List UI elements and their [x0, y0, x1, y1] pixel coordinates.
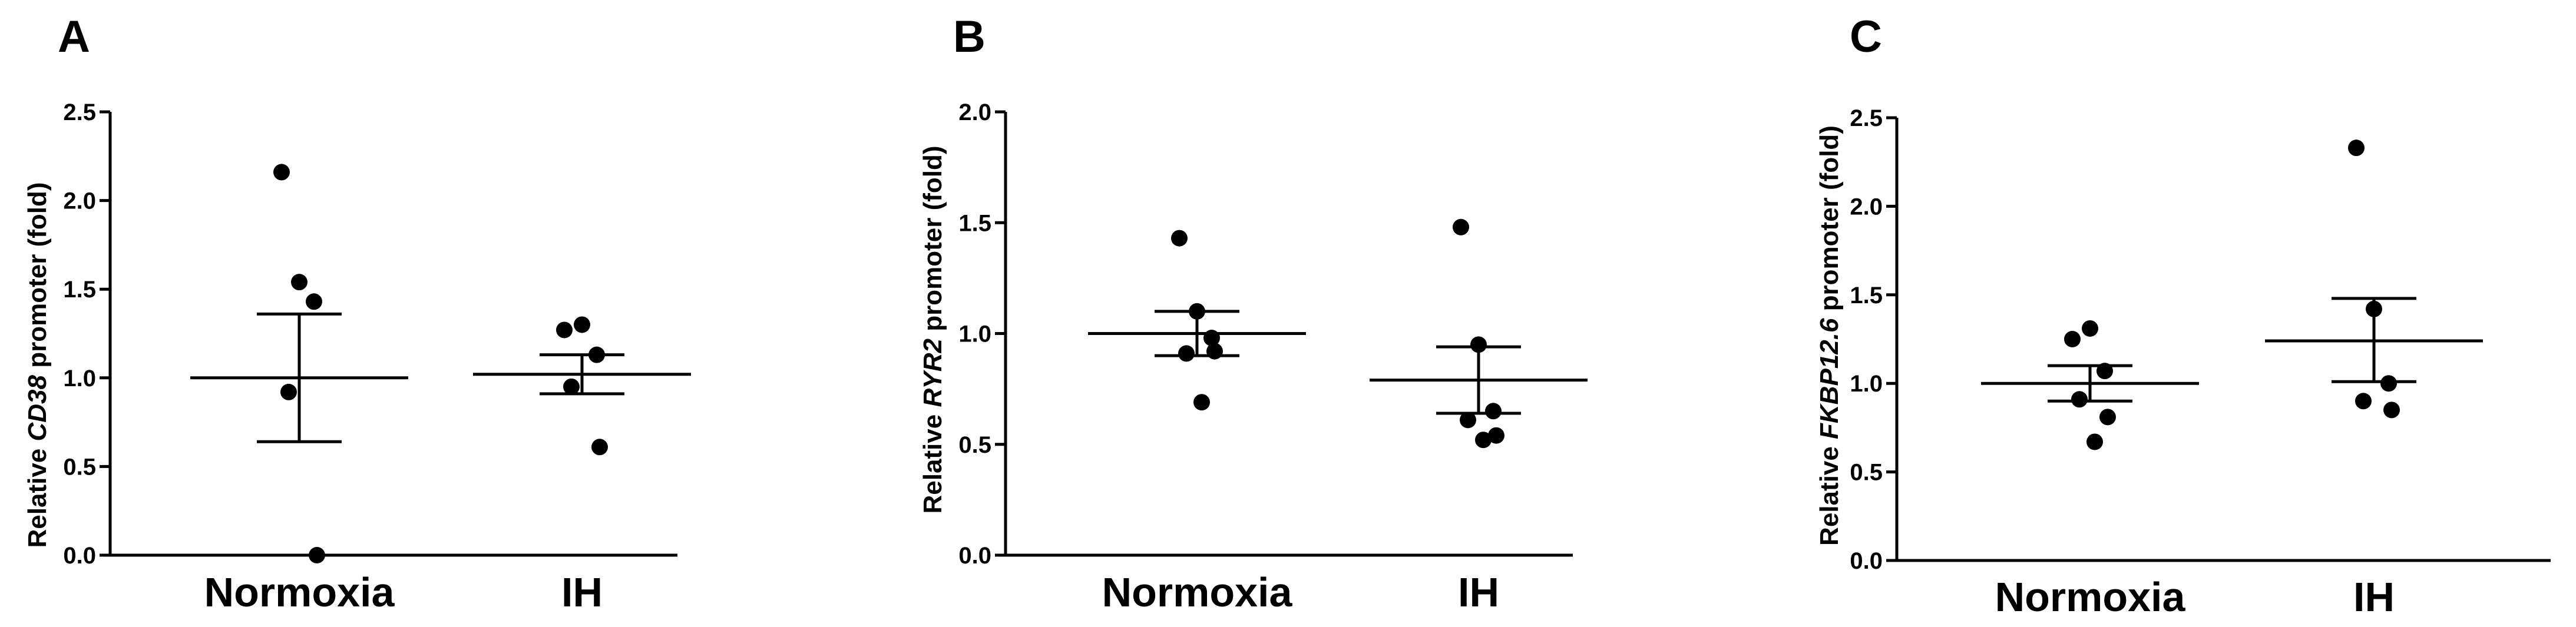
panel-b-y-tick-label: 1.0	[958, 321, 991, 347]
panel-b-y-tick-label: 0.5	[958, 432, 991, 458]
panel-c-category-normoxia: Normoxia	[1995, 574, 2186, 620]
panel-a-label: A	[58, 12, 90, 62]
panel-a-y-tick-labels: 0.0 0.5 1.0 1.5 2.0 2.5	[63, 99, 96, 569]
panel-c-ih-data-point	[2380, 375, 2397, 392]
panel-c-y-axis-title: Relative FKBP12.6 promoter (fold)	[1815, 125, 1844, 546]
panel-a-ih-data-point	[591, 439, 608, 456]
panel-c-ih-data-point	[2366, 300, 2382, 317]
panel-c-axes	[1895, 118, 2551, 562]
panel-b-marks	[1088, 218, 1588, 449]
panel-b-category-normoxia: Normoxia	[1102, 569, 1293, 615]
panel-c-normoxia-data-point	[2082, 320, 2098, 337]
panel-a-normoxia-data-point	[291, 274, 307, 291]
panel-b-category-ih: IH	[1458, 569, 1499, 615]
panel-b-y-ticks	[995, 110, 1006, 557]
panel-c-ih-data-point	[2348, 140, 2365, 157]
panel-a-y-tick-label: 0.5	[63, 454, 96, 480]
panel-c-y-tick-label: 1.0	[1850, 371, 1883, 397]
panel-b-y-tick-label: 2.0	[958, 99, 991, 125]
panel-c-y-tick-label: 2.0	[1850, 194, 1883, 220]
panel-a-normoxia-data-point	[280, 383, 297, 400]
panel-a-y-tick-label: 2.0	[63, 188, 96, 214]
panel-a-normoxia-data-point	[273, 164, 290, 181]
panel-c-marks	[1981, 140, 2483, 450]
panel-a-category-ih: IH	[561, 569, 603, 615]
panel-a-y-tick-label: 1.0	[63, 366, 96, 392]
panel-b-normoxia-data-point	[1178, 345, 1195, 362]
panel-c-y-tick-label: 0.5	[1850, 460, 1883, 486]
panel-a-ih-data-point	[556, 321, 573, 339]
panel-b-normoxia-data-point	[1193, 394, 1210, 411]
panel-b-label: B	[953, 12, 986, 62]
panel-b-y-axis-title: Relative RYR2 promoter (fold)	[918, 145, 947, 513]
panel-b-ih-data-point	[1460, 412, 1476, 429]
panel-a-y-tick-label: 1.5	[63, 277, 96, 303]
panel-b-ih-data-point	[1470, 336, 1487, 353]
panel-c-y-tick-labels: 0.0 0.5 1.0 1.5 2.0 2.5	[1850, 105, 1883, 574]
panel-a-ih-data-point	[563, 378, 580, 395]
panel-a-ih-data-point	[574, 316, 590, 333]
panel-b-y-tick-labels: 0.0 0.5 1.0 1.5 2.0	[958, 99, 991, 569]
panel-c-normoxia-data-point	[2086, 433, 2103, 450]
panel-b-normoxia-data-point	[1171, 230, 1188, 247]
panel-c-normoxia-data-point	[2071, 391, 2088, 408]
panel-b: B Relative RYR2 promoter (fold) 0.0 0.5 1.…	[918, 12, 1588, 615]
panel-b-normoxia-data-point	[1206, 343, 1223, 360]
panel-b-ih-data-point	[1485, 403, 1502, 420]
panel-b-ih-data-point	[1475, 432, 1492, 449]
panel-c-category-ih: IH	[2353, 574, 2395, 620]
panel-c-y-tick-label: 0.0	[1850, 548, 1883, 574]
panel-c-normoxia-data-point	[2096, 363, 2113, 380]
panel-a-y-tick-label: 0.0	[63, 543, 96, 569]
panel-a-y-axis-title: Relative CD38 promoter (fold)	[23, 183, 52, 548]
panel-c-label: C	[1850, 12, 1882, 62]
panel-a-axes	[108, 112, 677, 557]
panel-a-normoxia-data-point	[306, 293, 322, 310]
panel-a-normoxia-data-point	[309, 547, 325, 563]
panel-b-y-tick-label: 0.0	[958, 543, 991, 569]
panel-a-marks	[190, 164, 691, 563]
panel-b-y-tick-label: 1.5	[958, 210, 991, 236]
panel-a: A Relative CD38 promoter (fold) 0.0 0.5 1.…	[23, 12, 691, 615]
panel-b-ih-data-point	[1488, 427, 1504, 444]
panel-a-y-ticks	[100, 110, 110, 557]
panel-c-y-tick-label: 2.5	[1850, 105, 1883, 131]
panel-c-y-tick-label: 1.5	[1850, 283, 1883, 308]
panel-c-normoxia-data-point	[2064, 331, 2081, 347]
panel-b-normoxia-data-point	[1189, 303, 1205, 320]
panel-a-ih-data-point	[588, 346, 605, 363]
panel-c-ih-data-point	[2355, 393, 2372, 410]
panel-c: C Relative FKBP12.6 promoter (fold) 0.00…	[1815, 12, 2551, 620]
panel-b-normoxia-data-point	[1203, 330, 1220, 347]
panel-c-y-ticks	[1886, 116, 1897, 562]
panel-a-y-tick-label: 2.5	[63, 99, 96, 125]
panel-a-category-normoxia: Normoxia	[204, 569, 395, 615]
panel-c-normoxia-data-point	[2099, 409, 2116, 426]
panel-c-ih-data-point	[2383, 402, 2400, 419]
panel-b-ih-data-point	[1453, 218, 1469, 235]
